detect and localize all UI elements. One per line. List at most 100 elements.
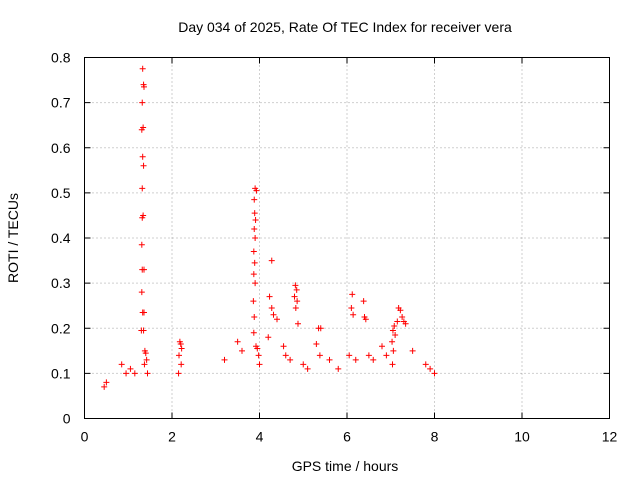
data-point bbox=[326, 356, 333, 363]
data-point bbox=[294, 298, 301, 305]
grid-layer bbox=[84, 57, 610, 419]
data-point bbox=[422, 361, 429, 368]
data-point bbox=[255, 352, 262, 359]
data-point bbox=[317, 325, 324, 332]
data-point bbox=[268, 304, 275, 311]
data-point bbox=[101, 383, 108, 390]
data-point bbox=[335, 365, 342, 372]
data-point bbox=[389, 338, 396, 345]
x-tick-label: 12 bbox=[602, 429, 618, 445]
data-point bbox=[139, 65, 146, 72]
data-point bbox=[390, 347, 397, 354]
y-tick-label: 0.6 bbox=[51, 140, 71, 156]
data-point bbox=[177, 341, 184, 348]
data-point bbox=[256, 361, 263, 368]
data-point bbox=[304, 365, 311, 372]
data-point bbox=[394, 318, 401, 325]
data-point bbox=[268, 257, 275, 264]
data-point bbox=[282, 352, 289, 359]
plot-frame bbox=[84, 57, 610, 419]
data-points bbox=[101, 65, 438, 390]
data-point bbox=[251, 225, 258, 232]
data-point bbox=[300, 361, 307, 368]
data-point bbox=[252, 216, 259, 223]
y-tick-label: 0.4 bbox=[51, 230, 71, 246]
data-point bbox=[239, 347, 245, 354]
data-point bbox=[370, 356, 377, 363]
x-tick-label: 2 bbox=[168, 429, 176, 445]
data-point bbox=[138, 126, 145, 133]
data-point bbox=[409, 347, 416, 354]
x-tick-label: 0 bbox=[81, 429, 89, 445]
data-point bbox=[379, 343, 385, 350]
data-point bbox=[250, 271, 257, 278]
data-point bbox=[313, 341, 320, 348]
data-point bbox=[402, 320, 409, 327]
data-point bbox=[287, 356, 294, 363]
data-point bbox=[316, 352, 323, 359]
data-point bbox=[175, 370, 182, 377]
data-point bbox=[254, 345, 261, 352]
data-point bbox=[140, 327, 147, 334]
data-point bbox=[397, 307, 404, 314]
data-point bbox=[139, 214, 146, 221]
data-point bbox=[295, 320, 301, 327]
data-point bbox=[349, 291, 356, 298]
data-point bbox=[431, 370, 438, 377]
data-point bbox=[103, 379, 110, 386]
data-point bbox=[127, 365, 134, 372]
data-point bbox=[131, 370, 138, 377]
data-point bbox=[176, 352, 182, 359]
data-point bbox=[252, 235, 259, 241]
data-point bbox=[280, 343, 287, 350]
data-point bbox=[389, 361, 396, 368]
data-point bbox=[141, 266, 147, 273]
data-point bbox=[352, 356, 359, 363]
data-point bbox=[141, 361, 148, 368]
data-point bbox=[250, 248, 257, 255]
data-point bbox=[292, 282, 299, 289]
data-point bbox=[253, 187, 260, 194]
data-point bbox=[270, 311, 277, 318]
data-point bbox=[266, 293, 273, 300]
data-point bbox=[389, 327, 396, 334]
tick-layer: 0 2 4 6 8 10 12 0 0.1 0.2 0.3 0.4 0.5 0.6 0.7 0.8 bbox=[51, 50, 617, 445]
y-axis-label: ROTI / TECUs bbox=[5, 193, 21, 283]
data-point bbox=[140, 162, 147, 169]
data-point bbox=[142, 350, 149, 357]
y-tick-label: 0 bbox=[63, 411, 71, 427]
data-point bbox=[291, 293, 298, 300]
data-point bbox=[360, 298, 367, 305]
x-tick-label: 6 bbox=[343, 429, 351, 445]
data-point bbox=[346, 352, 353, 359]
y-tick-label: 0.2 bbox=[51, 320, 71, 336]
data-point bbox=[392, 332, 399, 339]
data-point bbox=[144, 370, 151, 377]
x-tick-label: 8 bbox=[431, 429, 439, 445]
data-point bbox=[178, 345, 185, 352]
data-point bbox=[252, 280, 259, 287]
data-point bbox=[221, 356, 228, 363]
data-point bbox=[391, 322, 398, 329]
data-point bbox=[274, 316, 280, 323]
x-tick-label: 4 bbox=[256, 429, 264, 445]
data-point bbox=[399, 313, 406, 320]
data-point bbox=[234, 338, 241, 345]
x-tick-label: 10 bbox=[514, 429, 530, 445]
data-point bbox=[251, 210, 258, 217]
data-point bbox=[348, 304, 355, 311]
data-point bbox=[138, 289, 145, 296]
data-point bbox=[141, 83, 147, 90]
data-point bbox=[365, 352, 372, 359]
data-point bbox=[350, 311, 357, 318]
data-point bbox=[250, 298, 257, 305]
data-point bbox=[251, 196, 258, 203]
x-axis-label: GPS time / hours bbox=[292, 458, 399, 474]
data-point bbox=[251, 259, 258, 266]
data-point bbox=[123, 370, 130, 377]
data-point bbox=[427, 365, 434, 372]
data-point bbox=[139, 99, 146, 106]
y-tick-label: 0.5 bbox=[51, 185, 71, 201]
